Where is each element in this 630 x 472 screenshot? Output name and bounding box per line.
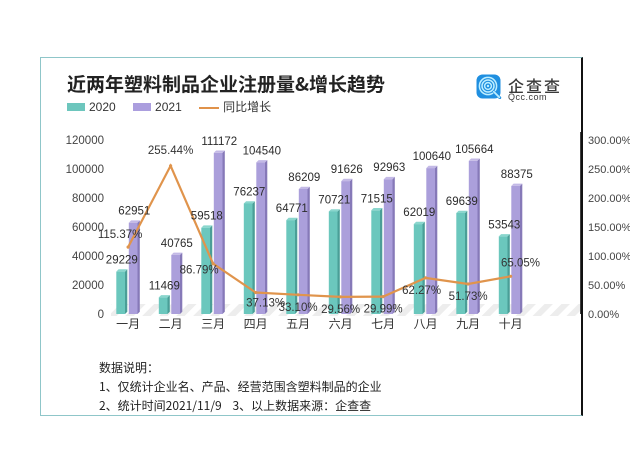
- svg-text:62019: 62019: [403, 207, 435, 219]
- svg-text:80000: 80000: [72, 193, 104, 205]
- svg-text:64771: 64771: [276, 203, 308, 215]
- svg-text:一月: 一月: [116, 317, 140, 331]
- svg-text:104540: 104540: [243, 145, 281, 157]
- svg-text:三月: 三月: [201, 317, 225, 331]
- svg-text:100.00%: 100.00%: [588, 251, 630, 263]
- svg-text:四月: 四月: [244, 317, 268, 331]
- svg-text:29229: 29229: [106, 255, 138, 267]
- svg-text:六月: 六月: [329, 317, 353, 331]
- svg-text:65.05%: 65.05%: [501, 257, 540, 269]
- svg-text:200.00%: 200.00%: [588, 193, 630, 205]
- svg-text:120000: 120000: [66, 135, 104, 147]
- svg-text:91626: 91626: [331, 164, 363, 176]
- svg-text:71515: 71515: [361, 193, 393, 205]
- svg-text:五月: 五月: [286, 317, 310, 331]
- svg-text:76237: 76237: [233, 187, 265, 199]
- svg-text:0: 0: [98, 309, 104, 321]
- svg-text:69639: 69639: [446, 196, 478, 208]
- svg-text:29.56%: 29.56%: [321, 304, 360, 316]
- svg-text:二月: 二月: [159, 317, 183, 331]
- svg-text:250.00%: 250.00%: [588, 164, 630, 176]
- svg-text:105664: 105664: [455, 144, 494, 156]
- svg-text:70721: 70721: [318, 195, 350, 207]
- svg-text:29.99%: 29.99%: [364, 304, 403, 316]
- svg-text:86.79%: 86.79%: [180, 265, 219, 277]
- svg-text:0.00%: 0.00%: [588, 309, 619, 321]
- svg-text:七月: 七月: [371, 317, 395, 331]
- svg-text:53543: 53543: [488, 219, 520, 231]
- svg-text:100640: 100640: [413, 151, 451, 163]
- svg-text:33.10%: 33.10%: [279, 302, 318, 314]
- svg-text:88375: 88375: [501, 169, 533, 181]
- svg-text:九月: 九月: [456, 317, 480, 331]
- svg-text:50.00%: 50.00%: [588, 280, 626, 292]
- svg-text:62.27%: 62.27%: [402, 285, 441, 297]
- svg-text:100000: 100000: [66, 164, 104, 176]
- svg-text:62951: 62951: [118, 206, 150, 218]
- svg-text:92963: 92963: [373, 162, 405, 174]
- svg-text:11469: 11469: [149, 280, 180, 292]
- svg-text:40000: 40000: [72, 251, 104, 263]
- svg-text:八月: 八月: [414, 317, 438, 331]
- svg-text:十月: 十月: [499, 317, 523, 331]
- svg-text:86209: 86209: [288, 172, 320, 184]
- svg-text:300.00%: 300.00%: [588, 135, 630, 147]
- svg-text:51.73%: 51.73%: [449, 291, 488, 303]
- svg-text:20000: 20000: [72, 280, 104, 292]
- svg-text:40765: 40765: [161, 238, 193, 250]
- svg-text:150.00%: 150.00%: [588, 222, 630, 234]
- svg-text:59518: 59518: [191, 211, 223, 223]
- svg-text:111172: 111172: [201, 136, 237, 148]
- svg-text:115.37%: 115.37%: [98, 229, 143, 241]
- svg-text:255.44%: 255.44%: [148, 145, 193, 157]
